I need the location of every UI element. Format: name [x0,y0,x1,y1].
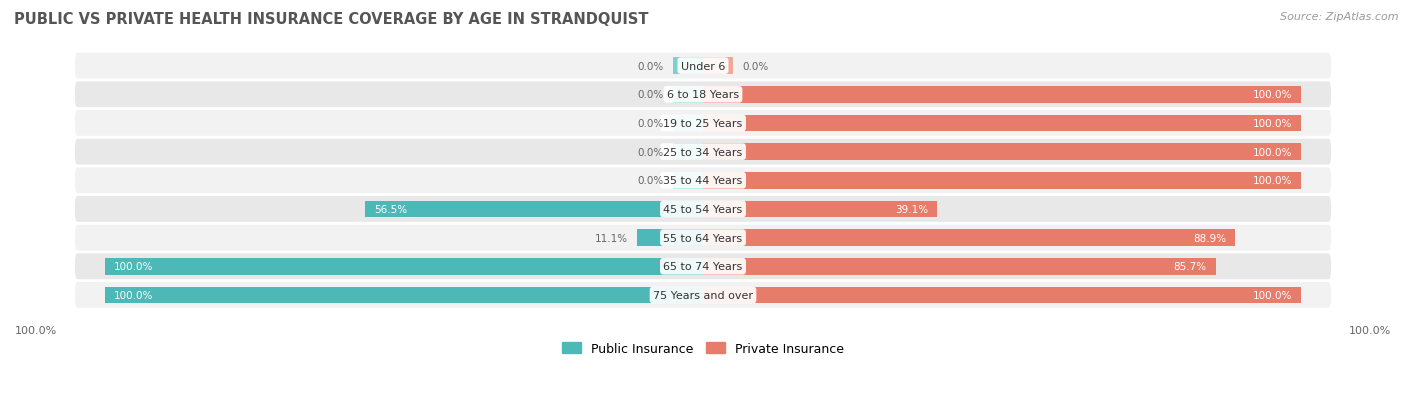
Bar [703,173,1302,189]
Text: 100.0%: 100.0% [114,290,153,300]
Text: 85.7%: 85.7% [1174,262,1206,272]
Text: 0.0%: 0.0% [742,62,768,71]
Bar [703,201,936,218]
Bar [366,201,703,218]
Text: 100.0%: 100.0% [1253,90,1292,100]
Text: 100.0%: 100.0% [1253,119,1292,128]
FancyBboxPatch shape [75,254,1331,280]
Text: 100.0%: 100.0% [1348,325,1391,335]
Text: Source: ZipAtlas.com: Source: ZipAtlas.com [1281,12,1399,22]
Text: 56.5%: 56.5% [374,204,408,214]
Bar [673,173,703,189]
Bar [104,287,703,304]
Legend: Public Insurance, Private Insurance: Public Insurance, Private Insurance [557,337,849,360]
Bar [703,87,1302,103]
Text: 100.0%: 100.0% [15,325,58,335]
Bar [703,144,1302,161]
Text: 100.0%: 100.0% [1253,290,1292,300]
Text: 45 to 54 Years: 45 to 54 Years [664,204,742,214]
FancyBboxPatch shape [75,139,1331,165]
Bar [673,87,703,103]
Text: 55 to 64 Years: 55 to 64 Years [664,233,742,243]
Text: 0.0%: 0.0% [638,119,664,128]
Bar [673,115,703,132]
Bar [104,259,703,275]
FancyBboxPatch shape [75,111,1331,137]
Bar [703,230,1234,246]
Bar [703,58,733,75]
Text: PUBLIC VS PRIVATE HEALTH INSURANCE COVERAGE BY AGE IN STRANDQUIST: PUBLIC VS PRIVATE HEALTH INSURANCE COVER… [14,12,648,27]
FancyBboxPatch shape [75,225,1331,251]
Text: 88.9%: 88.9% [1192,233,1226,243]
Text: 100.0%: 100.0% [1253,176,1292,186]
Bar [703,259,1216,275]
Text: 100.0%: 100.0% [114,262,153,272]
FancyBboxPatch shape [75,197,1331,222]
Bar [673,58,703,75]
Bar [703,287,1302,304]
FancyBboxPatch shape [75,82,1331,108]
Text: 39.1%: 39.1% [894,204,928,214]
Bar [637,230,703,246]
Text: 19 to 25 Years: 19 to 25 Years [664,119,742,128]
Text: 25 to 34 Years: 25 to 34 Years [664,147,742,157]
Text: 0.0%: 0.0% [638,176,664,186]
Text: 75 Years and over: 75 Years and over [652,290,754,300]
Text: 35 to 44 Years: 35 to 44 Years [664,176,742,186]
Text: 0.0%: 0.0% [638,90,664,100]
FancyBboxPatch shape [75,168,1331,194]
FancyBboxPatch shape [75,282,1331,308]
Text: 65 to 74 Years: 65 to 74 Years [664,262,742,272]
Bar [673,144,703,161]
Text: 0.0%: 0.0% [638,147,664,157]
Bar [703,115,1302,132]
FancyBboxPatch shape [75,54,1331,79]
Text: 6 to 18 Years: 6 to 18 Years [666,90,740,100]
Text: Under 6: Under 6 [681,62,725,71]
Text: 0.0%: 0.0% [638,62,664,71]
Text: 100.0%: 100.0% [1253,147,1292,157]
Text: 11.1%: 11.1% [595,233,627,243]
